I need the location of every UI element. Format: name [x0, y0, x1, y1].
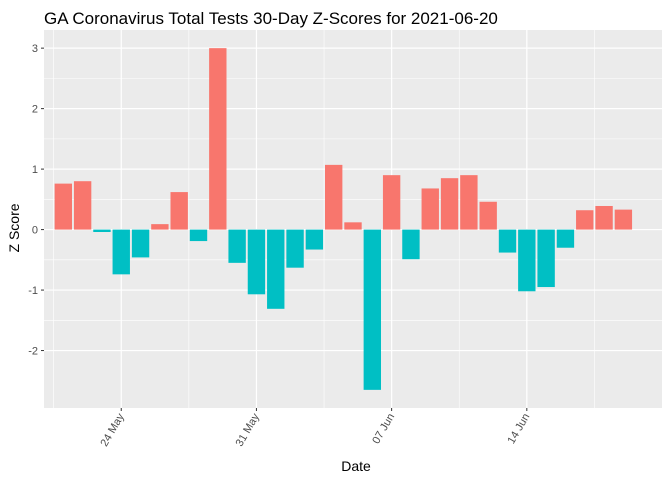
y-axis-ticks: -2 -1 0 1 2 3 — [28, 43, 44, 358]
bar — [267, 229, 285, 309]
bar — [228, 229, 246, 263]
bar — [170, 192, 188, 230]
bar — [576, 210, 594, 230]
plot-panel — [44, 30, 662, 408]
bar — [556, 229, 575, 248]
x-tick-label: 14 Jun — [506, 412, 533, 447]
bar — [112, 229, 130, 275]
chart-title: GA Coronavirus Total Tests 30-Day Z-Scor… — [44, 9, 498, 28]
bar — [518, 229, 536, 292]
bar — [479, 201, 497, 230]
bar — [421, 188, 439, 230]
bar — [344, 222, 362, 230]
bar — [537, 229, 555, 288]
x-tick-label: 24 May — [98, 411, 127, 449]
y-tick-label: 0 — [32, 225, 38, 237]
y-tick-label: -2 — [28, 346, 38, 358]
bar — [363, 229, 382, 390]
y-tick-label: 3 — [32, 43, 38, 55]
bar — [595, 205, 613, 230]
bar — [498, 229, 517, 253]
x-axis-title: Date — [341, 458, 371, 474]
x-tick-label: 07 Jun — [370, 412, 397, 447]
bar — [151, 224, 169, 230]
bar — [460, 175, 478, 230]
bar — [73, 181, 92, 230]
y-tick-label: 1 — [32, 164, 38, 176]
bar — [209, 48, 227, 230]
bar — [247, 229, 266, 295]
y-tick-label: -1 — [28, 285, 38, 297]
bar — [440, 178, 459, 230]
bars — [54, 48, 633, 390]
bar — [305, 229, 324, 250]
y-axis-title: Z Score — [6, 203, 22, 252]
bar — [402, 229, 420, 260]
bar — [382, 175, 401, 230]
bar — [54, 183, 73, 230]
bar — [189, 229, 208, 242]
bar — [93, 229, 111, 233]
bar — [324, 164, 343, 230]
bar — [286, 229, 304, 268]
bar — [131, 229, 150, 258]
bar — [614, 209, 633, 230]
x-tick-label: 31 May — [234, 411, 263, 449]
x-axis-ticks: 24 May 31 May 07 Jun 14 Jun — [98, 408, 532, 449]
y-tick-label: 2 — [32, 104, 38, 116]
